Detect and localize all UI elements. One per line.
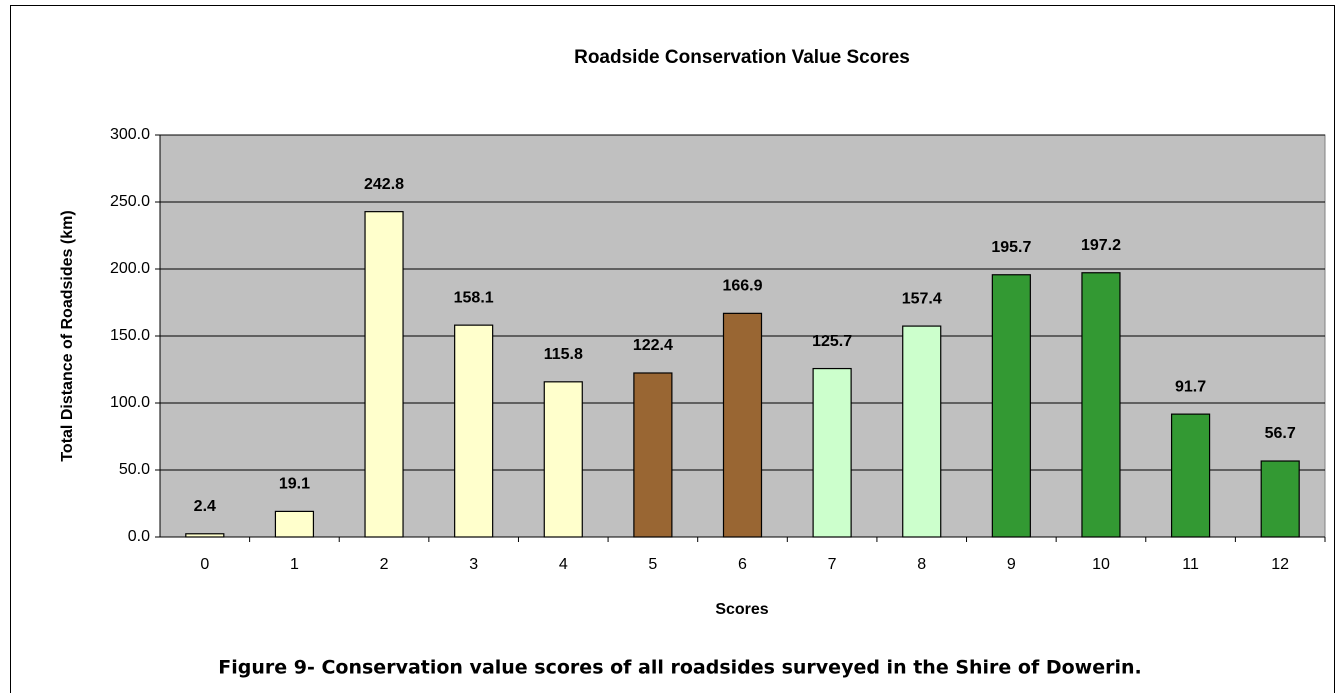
data-label: 2.4 (194, 498, 216, 515)
y-tick-label: 150.0 (110, 327, 150, 344)
bar (454, 324, 494, 538)
data-label: 56.7 (1265, 425, 1296, 442)
y-tick-label: 200.0 (110, 260, 150, 277)
x-tick-label: 12 (1271, 556, 1289, 573)
bar (185, 533, 225, 538)
bar (1170, 413, 1211, 538)
y-tick-label: 300.0 (110, 126, 150, 143)
x-tick-label: 11 (1182, 556, 1199, 573)
x-tick-label: 4 (559, 556, 568, 573)
caption: Figure 9- Conservation value scores of a… (218, 657, 1141, 679)
x-tick-label: 3 (469, 556, 478, 573)
data-label: 115.8 (544, 346, 583, 363)
y-tick-label: 50.0 (119, 461, 150, 478)
bar (543, 381, 583, 538)
data-label: 157.4 (902, 290, 942, 307)
x-tick-label: 7 (828, 556, 837, 573)
bar (1081, 272, 1121, 538)
bar (364, 211, 404, 538)
data-label: 197.2 (1081, 237, 1121, 254)
x-axis-label: Scores (715, 601, 768, 618)
x-tick-label: 5 (648, 556, 657, 573)
bar (902, 325, 942, 538)
y-tick-label: 100.0 (110, 394, 150, 411)
data-label: 195.7 (991, 239, 1031, 256)
data-label: 125.7 (812, 333, 852, 350)
y-axis-label: Total Distance of Roadsides (km) (59, 210, 76, 461)
bar (633, 372, 673, 538)
data-label: 242.8 (364, 176, 404, 193)
data-label: 122.4 (633, 337, 673, 354)
bar (722, 312, 763, 538)
y-tick-label: 0.0 (128, 528, 150, 545)
bar (274, 510, 315, 538)
x-tick-label: 1 (290, 556, 299, 573)
y-tick-label: 250.0 (110, 193, 150, 210)
bar (991, 274, 1031, 538)
chart-title: Roadside Conservation Value Scores (574, 47, 910, 68)
bar (1260, 460, 1300, 538)
data-label: 166.9 (722, 278, 762, 295)
data-label: 91.7 (1175, 378, 1206, 395)
x-tick-label: 2 (380, 556, 389, 573)
x-tick-label: 8 (917, 556, 926, 573)
x-tick-label: 6 (738, 556, 747, 573)
x-tick-label: 0 (200, 556, 209, 573)
data-label: 19.1 (279, 476, 310, 493)
bar (812, 367, 852, 538)
data-label: 158.1 (454, 289, 494, 306)
x-tick-label: 9 (1007, 556, 1016, 573)
x-tick-label: 10 (1092, 556, 1110, 573)
